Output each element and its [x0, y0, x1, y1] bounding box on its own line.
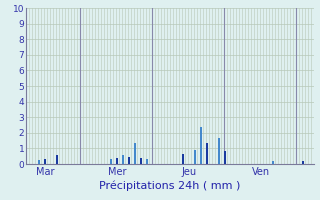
Bar	[218, 138, 220, 164]
Bar	[56, 155, 58, 164]
Bar	[38, 160, 40, 164]
Bar	[122, 155, 124, 164]
Bar	[116, 158, 118, 164]
Bar	[140, 158, 142, 164]
Bar	[134, 143, 136, 164]
Bar	[302, 161, 304, 164]
Bar	[194, 150, 196, 164]
Bar	[146, 159, 148, 164]
Bar	[206, 143, 208, 164]
Bar	[224, 151, 226, 164]
Bar	[200, 127, 202, 164]
Bar	[110, 159, 112, 164]
Bar	[128, 157, 130, 164]
Bar	[272, 161, 274, 164]
Bar	[44, 159, 46, 164]
Bar	[182, 154, 184, 164]
X-axis label: Précipitations 24h ( mm ): Précipitations 24h ( mm )	[99, 181, 240, 191]
